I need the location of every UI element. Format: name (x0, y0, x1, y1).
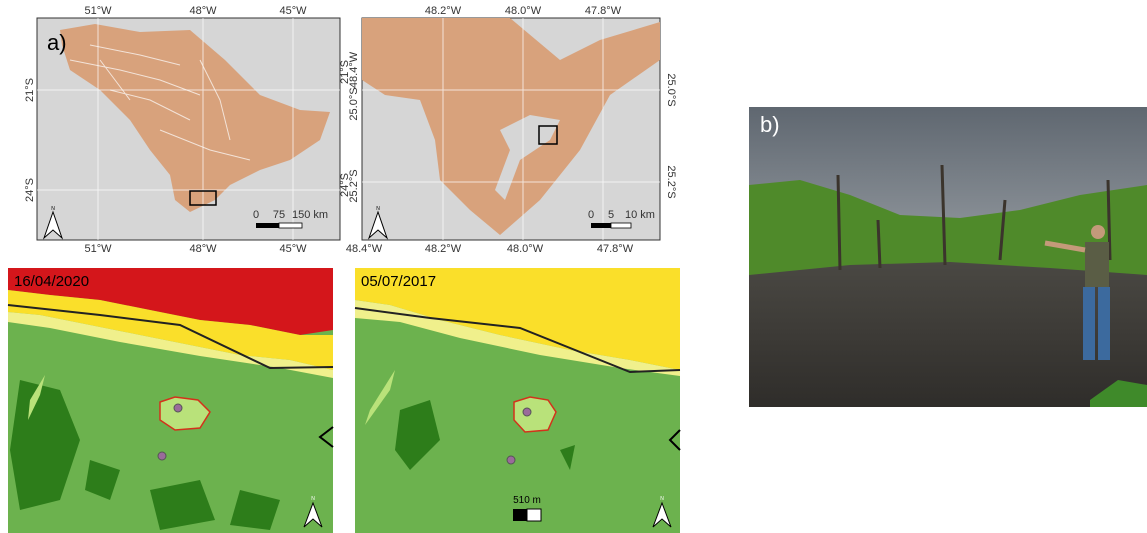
panel-label: a) (47, 30, 67, 55)
field-photo (749, 107, 1147, 407)
lon-label: 48.2°W (425, 5, 462, 17)
north-label: N (311, 496, 315, 502)
figure: 51°W 48°W 45°W 51°W 48°W 45°W 21°S 24°S … (0, 0, 1147, 533)
lat-label: 25.2°S (665, 165, 677, 198)
scale-label: 5 (608, 209, 614, 221)
lat-label: 21°S (24, 78, 36, 102)
lon-label: 48.0°W (507, 243, 544, 255)
lat-label: 25.0°S (348, 87, 360, 120)
land-cover-map (8, 268, 333, 533)
lon-label: 47.8°W (597, 243, 634, 255)
lon-label: 48°W (189, 243, 217, 255)
lon-label: 48°W (189, 5, 217, 17)
land-cover-map (355, 268, 680, 533)
inset-map (362, 18, 660, 240)
date-label: 05/07/2017 (361, 273, 436, 290)
scale-label: 510 m (513, 495, 541, 506)
north-label: N (660, 496, 664, 502)
lon-label: 48.4°W (348, 51, 360, 88)
state-map (37, 18, 340, 240)
lon-label: 45°W (279, 243, 307, 255)
lat-label: 24°S (24, 178, 36, 202)
lon-label: 48.2°W (425, 243, 462, 255)
panel-label: b) (760, 112, 780, 137)
lon-label: 45°W (279, 5, 307, 17)
lat-label: 25.2°S (348, 169, 360, 202)
scale-label: 10 km (625, 209, 655, 221)
lon-label: 47.8°W (585, 5, 622, 17)
north-label: N (376, 206, 380, 212)
lon-label: 48.4°W (346, 243, 383, 255)
scale-label: 75 (273, 209, 285, 221)
scale-label: 0 (588, 209, 594, 221)
lon-label: 51°W (84, 243, 112, 255)
scale-label: 150 km (292, 209, 328, 221)
lon-label: 51°W (84, 5, 112, 17)
north-label: N (51, 206, 55, 212)
date-label: 16/04/2020 (14, 273, 89, 290)
lon-label: 48.0°W (505, 5, 542, 17)
scale-label: 0 (253, 209, 259, 221)
lat-label: 25.0°S (665, 73, 677, 106)
